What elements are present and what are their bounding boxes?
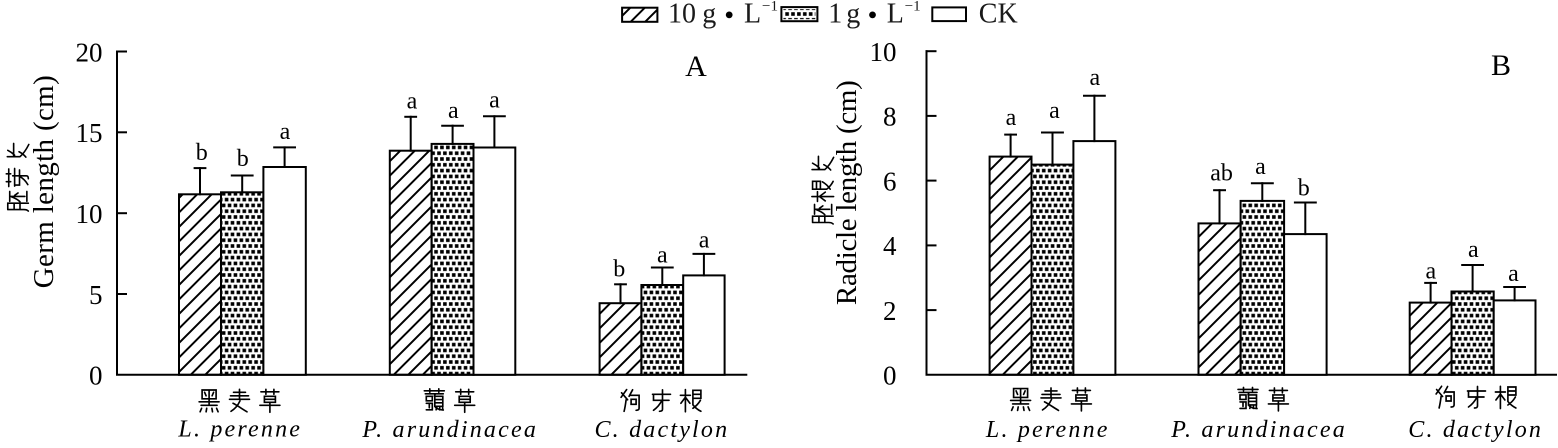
svg-text:a: a	[1255, 154, 1266, 180]
svg-text:A: A	[685, 50, 707, 83]
svg-text:6: 6	[883, 166, 897, 196]
svg-text:ab: ab	[1210, 161, 1233, 187]
svg-text:1: 1	[828, 0, 842, 30]
svg-text:Germ length (cm): Germ length (cm)	[28, 75, 60, 288]
svg-text:10: 10	[76, 199, 103, 229]
svg-text:a: a	[1468, 237, 1479, 263]
svg-text:CK: CK	[979, 0, 1018, 30]
svg-text:g: g	[702, 0, 716, 30]
svg-text:10: 10	[668, 0, 696, 30]
svg-text:b: b	[196, 140, 208, 166]
svg-text:a: a	[407, 88, 418, 114]
svg-text:L: L	[744, 0, 761, 30]
svg-text:L. perenne: L. perenne	[177, 417, 302, 443]
svg-text:Radicle length (cm): Radicle length (cm)	[831, 80, 863, 305]
svg-text:P. arundinacea: P. arundinacea	[361, 417, 538, 443]
svg-text:0: 0	[89, 361, 103, 391]
svg-text:L. perenne: L. perenne	[985, 417, 1110, 443]
svg-text:a: a	[489, 88, 500, 114]
svg-text:a: a	[1006, 105, 1017, 131]
svg-text:20: 20	[76, 37, 103, 67]
svg-text:a: a	[1089, 65, 1100, 91]
svg-text:P. arundinacea: P. arundinacea	[1170, 417, 1347, 443]
svg-text:15: 15	[76, 118, 103, 148]
svg-text:g: g	[846, 0, 860, 30]
svg-text:10: 10	[870, 37, 897, 67]
svg-text:0: 0	[883, 361, 897, 391]
svg-text:a: a	[1425, 258, 1436, 284]
svg-text:a: a	[448, 98, 459, 124]
svg-text:b: b	[613, 257, 625, 283]
svg-text:−1: −1	[762, 0, 778, 15]
svg-text:a: a	[657, 242, 668, 268]
svg-text:8: 8	[883, 102, 897, 132]
svg-text:C. dactylon: C. dactylon	[1408, 417, 1543, 443]
svg-text:C. dactylon: C. dactylon	[594, 417, 729, 443]
svg-text:a: a	[1049, 98, 1060, 124]
svg-text:a: a	[1508, 261, 1519, 287]
svg-text:B: B	[1491, 49, 1511, 82]
svg-text:2: 2	[883, 296, 897, 326]
svg-text:5: 5	[89, 280, 103, 310]
svg-text:a: a	[699, 227, 710, 253]
svg-text:b: b	[237, 146, 249, 172]
svg-text:L: L	[887, 0, 904, 30]
svg-text:a: a	[280, 119, 291, 145]
svg-text:4: 4	[883, 231, 897, 261]
svg-text:b: b	[1298, 176, 1310, 202]
svg-text:−1: −1	[905, 0, 921, 15]
